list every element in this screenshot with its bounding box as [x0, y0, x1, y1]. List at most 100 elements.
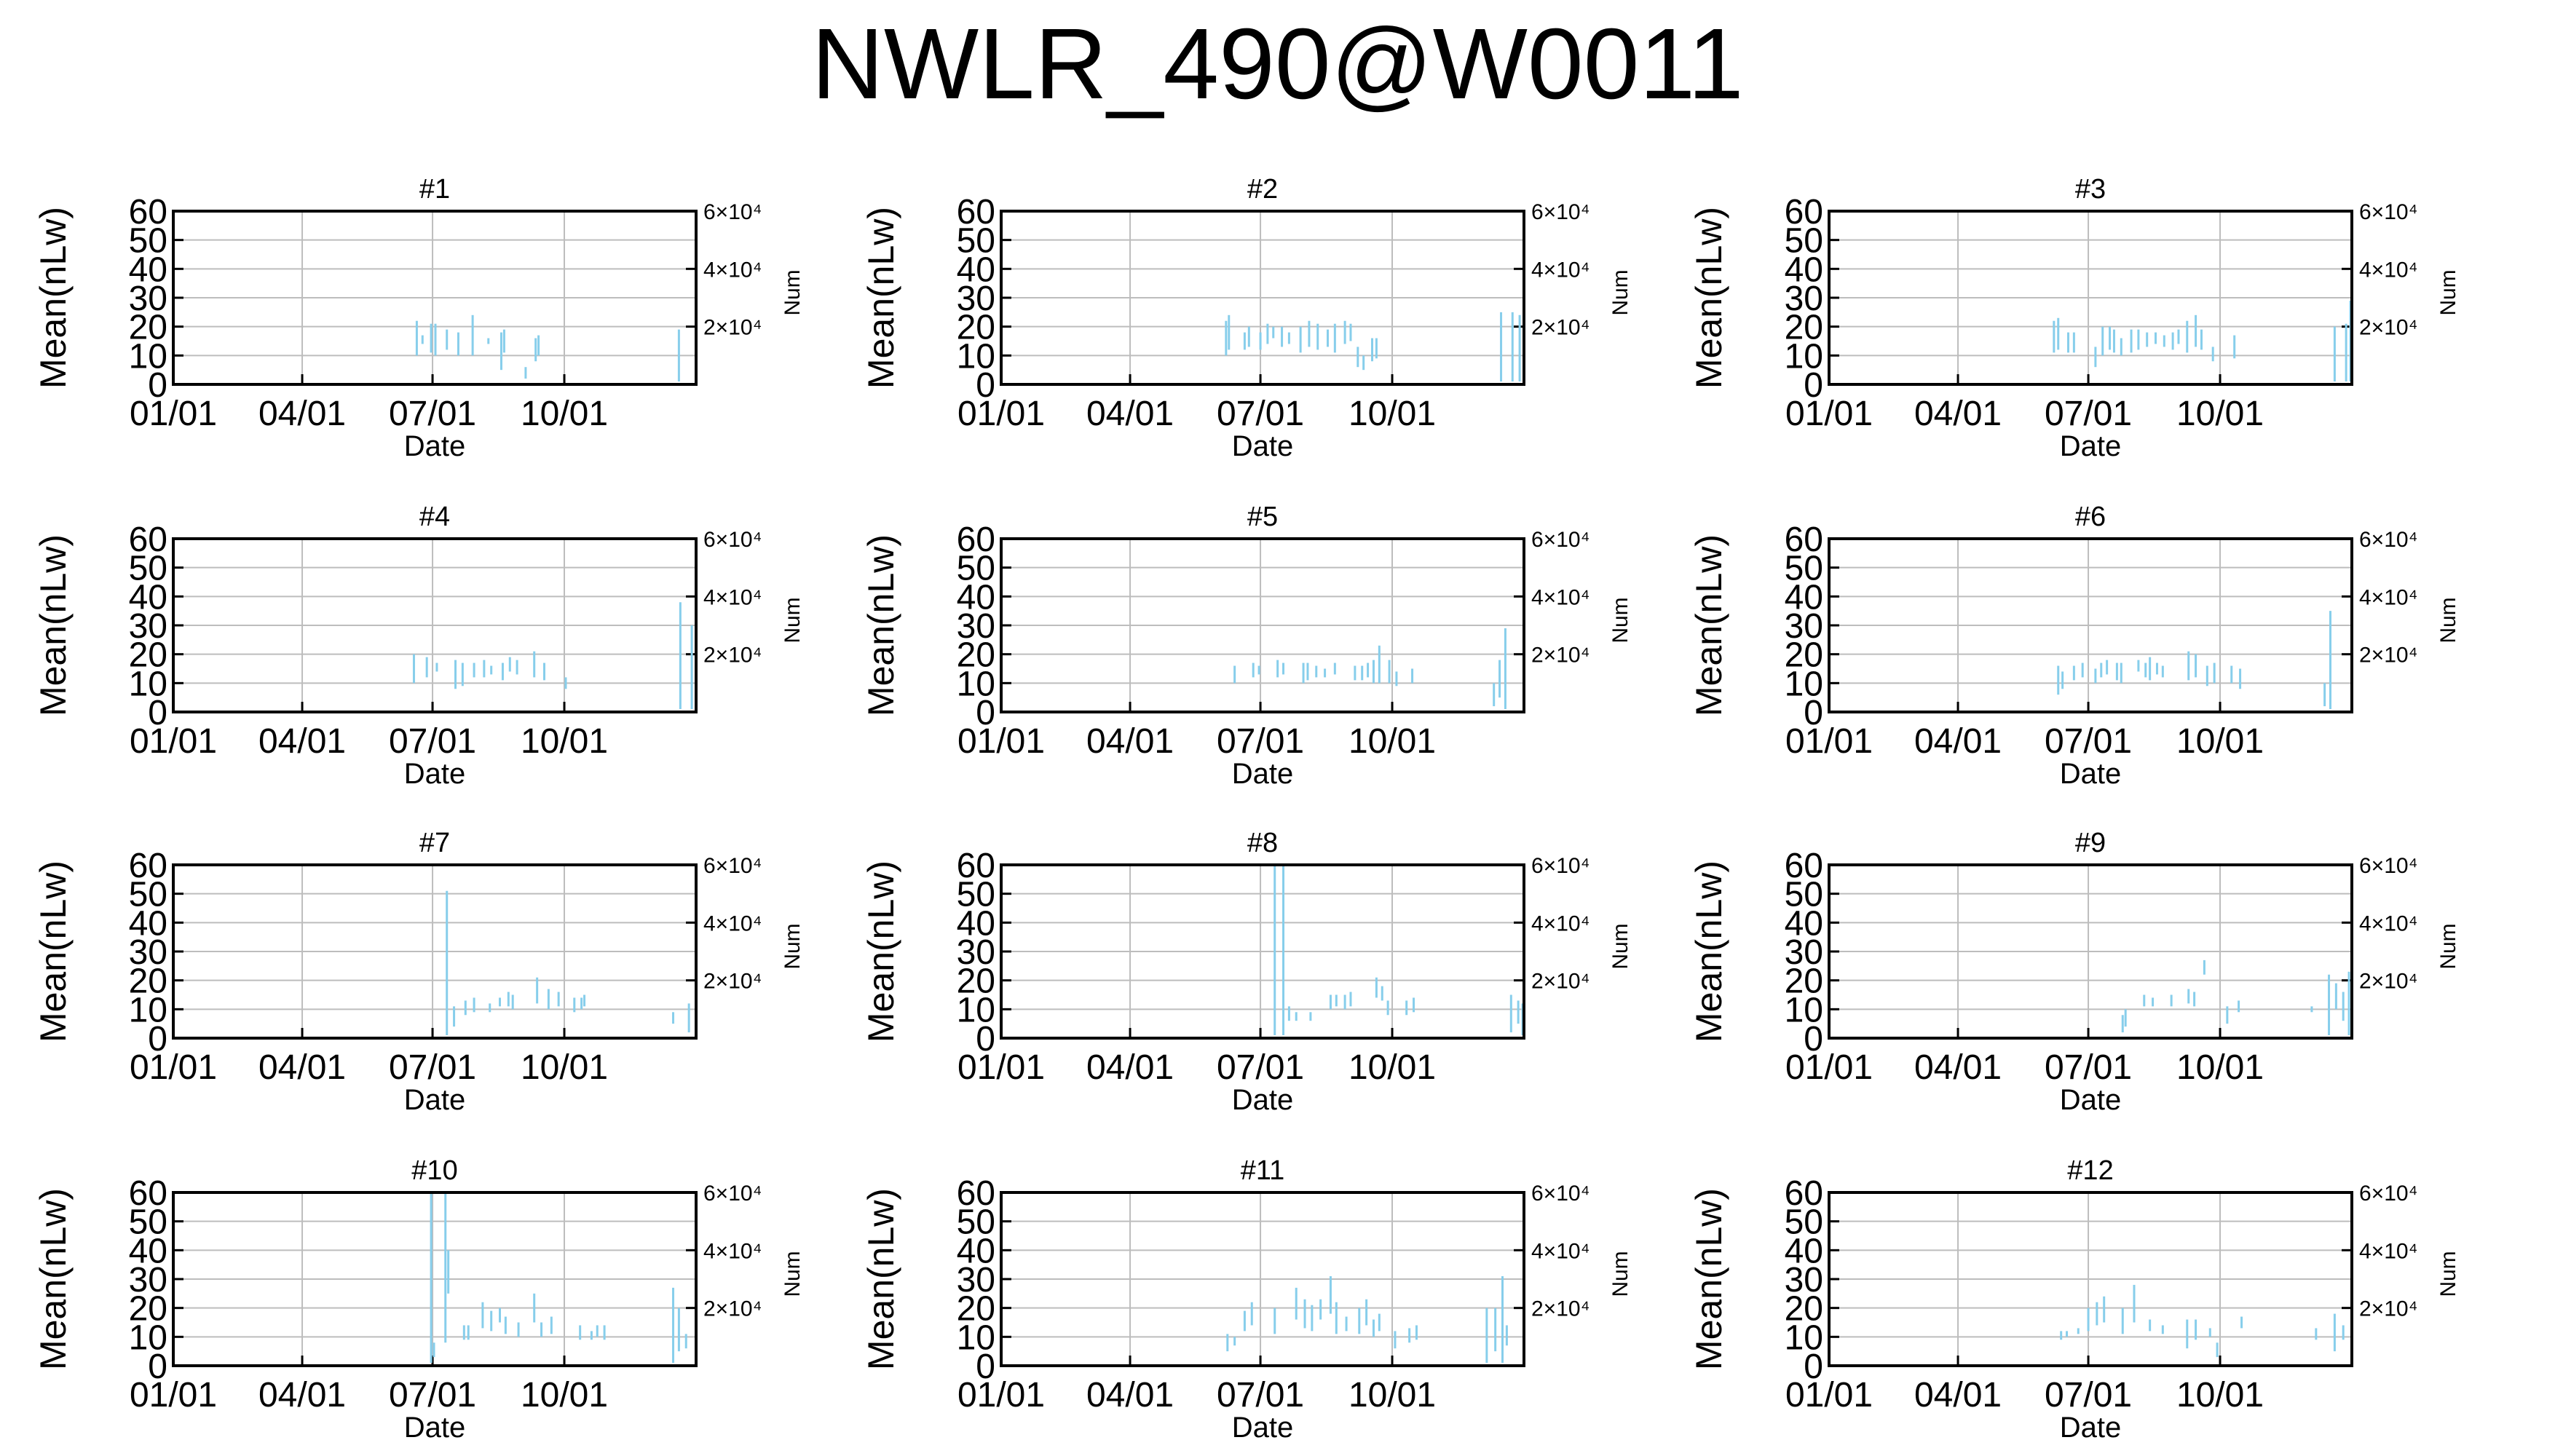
- y2-tick-label: 4×10⁴: [703, 911, 762, 935]
- x-tick-label: 01/01: [1785, 1376, 1873, 1415]
- x-tick-label: 01/01: [130, 1376, 217, 1415]
- x-tick-label: 04/01: [258, 1376, 346, 1415]
- y-tick-label: 30: [1785, 280, 1823, 318]
- x-tick-label: 04/01: [1914, 395, 2002, 433]
- x-tick-label: 01/01: [957, 395, 1045, 433]
- y2-tick-label: 6×10⁴: [1531, 1182, 1590, 1206]
- y-tick-label: 60: [129, 1174, 167, 1213]
- x-tick-label: 07/01: [2045, 1376, 2132, 1415]
- y-tick-label: 10: [129, 337, 167, 376]
- y2-tick-label: 2×10⁴: [2359, 644, 2417, 668]
- y-tick-label: 0: [976, 1348, 995, 1386]
- y-axis-label: Mean(nLw): [33, 1188, 74, 1370]
- y-tick-label: 10: [1785, 337, 1823, 376]
- y2-axis-label: Num: [1608, 923, 1632, 969]
- x-tick-label: 10/01: [1348, 1376, 1436, 1415]
- y-tick-label: 30: [957, 1261, 995, 1299]
- y-tick-label: 60: [1785, 1174, 1823, 1213]
- y-tick-label: 30: [129, 1261, 167, 1299]
- panel-title: #3: [2075, 174, 2106, 205]
- x-axis-label: Date: [1232, 1412, 1294, 1444]
- panel-title: #2: [1247, 174, 1278, 205]
- y-tick-label: 40: [129, 250, 167, 289]
- y2-tick-label: 6×10⁴: [2359, 854, 2417, 878]
- y-tick-label: 0: [148, 1348, 167, 1386]
- y2-tick-label: 6×10⁴: [703, 200, 762, 224]
- x-tick-label: 07/01: [389, 1048, 476, 1087]
- y2-tick-label: 4×10⁴: [2359, 585, 2417, 609]
- panel-title: #1: [419, 174, 450, 205]
- y2-axis-label: Num: [781, 597, 805, 643]
- y-tick-label: 0: [148, 366, 167, 405]
- y-tick-label: 60: [1785, 847, 1823, 885]
- y-tick-label: 10: [1785, 1318, 1823, 1357]
- y2-axis-label: Num: [781, 1251, 805, 1297]
- x-tick-label: 07/01: [2045, 1048, 2132, 1087]
- y2-tick-label: 2×10⁴: [703, 316, 762, 340]
- x-tick-label: 01/01: [957, 722, 1045, 761]
- y-tick-label: 10: [957, 337, 995, 376]
- y2-tick-label: 6×10⁴: [2359, 200, 2417, 224]
- plot-frame: [172, 537, 698, 713]
- x-axis-label: Date: [404, 758, 466, 790]
- x-tick-label: 01/01: [130, 722, 217, 761]
- y-tick-label: 20: [957, 1290, 995, 1329]
- y-tick-label: 60: [129, 193, 167, 232]
- x-axis-label: Date: [2060, 430, 2122, 462]
- y2-tick-label: 6×10⁴: [703, 1182, 762, 1206]
- x-tick-label: 10/01: [1348, 1048, 1436, 1087]
- y-tick-label: 10: [957, 991, 995, 1029]
- y-tick-label: 20: [1785, 962, 1823, 1001]
- y2-tick-label: 2×10⁴: [1531, 1297, 1590, 1321]
- x-axis-label: Date: [2060, 1412, 2122, 1444]
- x-axis-label: Date: [404, 430, 466, 462]
- x-tick-label: 10/01: [2176, 395, 2264, 433]
- y-tick-label: 20: [957, 309, 995, 347]
- x-tick-label: 04/01: [1914, 1048, 2002, 1087]
- y-tick-label: 50: [1785, 1203, 1823, 1242]
- x-tick-label: 04/01: [258, 722, 346, 761]
- y2-axis-label: Num: [781, 923, 805, 969]
- y-tick-label: 40: [1785, 250, 1823, 289]
- y-tick-label: 40: [1785, 1232, 1823, 1270]
- y-tick-label: 10: [957, 1318, 995, 1357]
- y-tick-label: 60: [957, 521, 995, 559]
- y2-tick-label: 4×10⁴: [2359, 911, 2417, 935]
- y2-tick-label: 6×10⁴: [1531, 200, 1590, 224]
- y2-tick-label: 2×10⁴: [2359, 1297, 2417, 1321]
- x-tick-label: 04/01: [1086, 722, 1174, 761]
- y-axis-label: Mean(nLw): [1689, 534, 1729, 716]
- y-tick-label: 50: [129, 222, 167, 261]
- panel-title: #10: [411, 1155, 457, 1186]
- y-tick-label: 20: [1785, 309, 1823, 347]
- y-tick-label: 30: [129, 607, 167, 646]
- y2-axis-label: Num: [1608, 597, 1632, 643]
- y2-axis-label: Num: [1608, 269, 1632, 315]
- y-tick-label: 10: [129, 1318, 167, 1357]
- y-tick-label: 30: [1785, 1261, 1823, 1299]
- x-tick-label: 01/01: [130, 395, 217, 433]
- x-tick-label: 01/01: [1785, 395, 1873, 433]
- y-tick-label: 50: [129, 1203, 167, 1242]
- panel-title: #12: [2067, 1155, 2113, 1186]
- panel-title: #5: [1247, 502, 1278, 532]
- y2-tick-label: 4×10⁴: [703, 1239, 762, 1263]
- x-tick-label: 10/01: [521, 395, 608, 433]
- y-tick-label: 30: [1785, 933, 1823, 972]
- y2-tick-label: 6×10⁴: [2359, 1182, 2417, 1206]
- x-tick-label: 07/01: [1217, 1376, 1304, 1415]
- x-axis-label: Date: [404, 1084, 466, 1116]
- y2-axis-label: Num: [2436, 923, 2460, 969]
- y-tick-label: 30: [1785, 607, 1823, 646]
- x-tick-label: 04/01: [258, 1048, 346, 1087]
- x-tick-label: 07/01: [2045, 395, 2132, 433]
- y-tick-label: 20: [1785, 1290, 1823, 1329]
- x-tick-label: 10/01: [521, 1048, 608, 1087]
- panel-title: #9: [2075, 828, 2106, 858]
- y2-tick-label: 4×10⁴: [1531, 258, 1590, 282]
